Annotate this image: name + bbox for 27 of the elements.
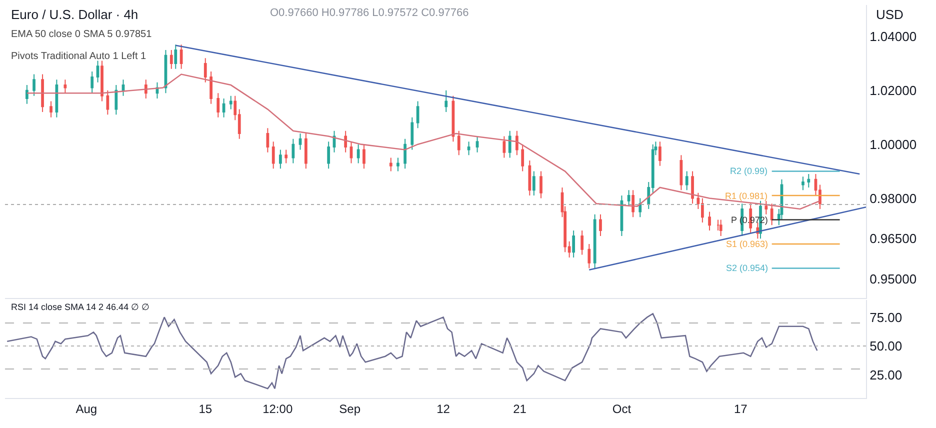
x-tick-label: 12:00 — [262, 402, 293, 416]
y-tick-label: 0.95000 — [870, 272, 917, 287]
chart-title: Euro / U.S. Dollar · 4h — [11, 7, 138, 22]
x-tick-label: 15 — [198, 402, 212, 416]
y-tick-label: 0.98000 — [870, 190, 917, 206]
annotation: O0.97660 H0.97786 L0.97572 C0.97766 — [270, 7, 469, 19]
y-tick-label: 1.00000 — [870, 136, 917, 152]
x-tick-label: Oct — [612, 402, 632, 416]
chart-title: RSI 14 close SMA 14 2 46.44 ∅ ∅ — [11, 302, 150, 312]
y-tick-label: 50.00 — [870, 338, 902, 354]
y-axis-title: USD — [876, 7, 904, 22]
x-tick-label: Aug — [76, 402, 98, 416]
x-tick-label: 21 — [513, 402, 527, 416]
series-label: R2 (0.99) — [730, 166, 768, 176]
series-label: S1 (0.963) — [726, 239, 768, 249]
annotation: Pivots Traditional Auto 1 Left 1 — [11, 51, 147, 62]
y-tick-label: 0.96500 — [870, 231, 917, 246]
y-tick-label: 1.02000 — [870, 82, 917, 98]
y-tick-label: 75.00 — [870, 310, 902, 325]
y-tick-label: 1.04000 — [870, 29, 917, 44]
series-label: S2 (0.954) — [726, 263, 768, 273]
y-tick-label: 25.00 — [870, 367, 902, 382]
x-tick-label: Sep — [339, 402, 361, 416]
series-label: R1 (0.981) — [725, 191, 768, 201]
x-tick-label: 17 — [734, 402, 748, 416]
annotation: EMA 50 close 0 SMA 5 0.97851 — [11, 29, 152, 40]
x-tick-label: 12 — [436, 402, 450, 416]
